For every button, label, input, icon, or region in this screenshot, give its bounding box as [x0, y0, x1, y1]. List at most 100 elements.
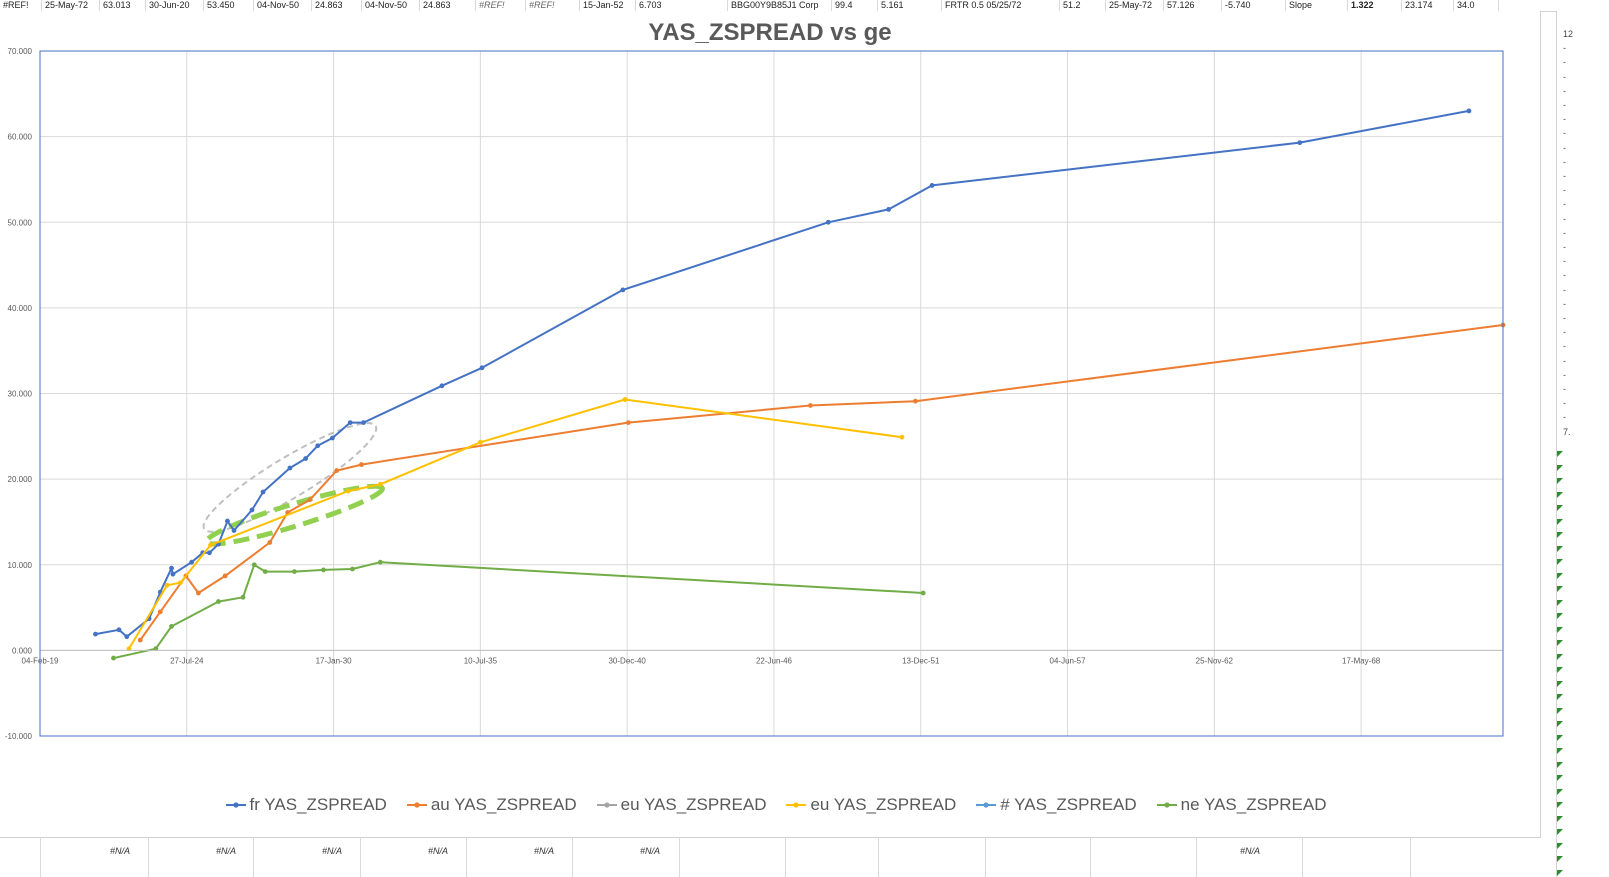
sheet-cell[interactable]: FRTR 0.5 05/25/72: [942, 0, 1060, 11]
sheet-cell[interactable]: Slope: [1286, 0, 1348, 11]
data-point[interactable]: [231, 528, 237, 533]
sheet-cell[interactable]: 04-Nov-50: [362, 0, 420, 11]
data-point[interactable]: [477, 439, 483, 445]
sheet-cell[interactable]: 30-Jun-20: [146, 0, 204, 11]
data-point[interactable]: [262, 569, 268, 574]
sheet-cell[interactable]: 04-Nov-50: [254, 0, 312, 11]
data-point[interactable]: [137, 637, 143, 643]
data-point[interactable]: [479, 365, 485, 371]
sheet-cell[interactable]: 23.174: [1402, 0, 1454, 11]
data-point[interactable]: [260, 489, 266, 495]
data-point[interactable]: [808, 403, 813, 408]
data-point[interactable]: [625, 420, 631, 426]
data-point[interactable]: [267, 540, 273, 545]
data-point[interactable]: [1466, 108, 1472, 114]
legend-item[interactable]: eu YAS_ZSPREAD: [595, 795, 766, 815]
data-point[interactable]: [111, 655, 116, 661]
data-point[interactable]: [116, 627, 122, 633]
data-point[interactable]: [345, 488, 351, 494]
data-point[interactable]: [208, 542, 213, 548]
sheet-cell[interactable]: 34.0: [1454, 0, 1499, 11]
data-point[interactable]: [439, 383, 445, 389]
data-point[interactable]: [377, 481, 383, 487]
legend-label: fr YAS_ZSPREAD: [249, 795, 387, 814]
series-line[interactable]: [139, 324, 1504, 641]
data-point[interactable]: [1297, 140, 1303, 146]
series-line[interactable]: [128, 398, 903, 650]
data-point[interactable]: [315, 443, 321, 449]
sheet-cell[interactable]: -5.740: [1222, 0, 1286, 11]
sheet-cell[interactable]: 5.161: [878, 0, 942, 11]
sheet-cell[interactable]: 24.863: [420, 0, 476, 11]
legend-item[interactable]: eu YAS_ZSPREAD: [784, 795, 956, 815]
sheet-cell[interactable]: 25-May-72: [42, 0, 100, 11]
sheet-cell[interactable]: 1.322: [1348, 0, 1402, 11]
sheet-cell[interactable]: 63.013: [100, 0, 146, 11]
sheet-cell[interactable]: 99.4: [832, 0, 878, 11]
data-point[interactable]: [303, 456, 309, 461]
data-point[interactable]: [157, 609, 163, 615]
series-line[interactable]: [113, 561, 924, 660]
sheet-cell[interactable]: 15-Jan-52: [580, 0, 636, 11]
sheet-cell[interactable]: 25-May-72: [1106, 0, 1164, 11]
data-point[interactable]: [307, 497, 313, 503]
data-point[interactable]: [169, 565, 174, 571]
data-point[interactable]: [359, 462, 364, 467]
data-point[interactable]: [164, 582, 170, 588]
sheet-cell[interactable]: #REF!: [0, 0, 42, 11]
data-point[interactable]: [287, 465, 293, 471]
data-point[interactable]: [920, 590, 926, 596]
sheet-cell[interactable]: 24.863: [312, 0, 362, 11]
sheet-cell[interactable]: 53.450: [204, 0, 254, 11]
data-point[interactable]: [361, 420, 366, 426]
data-point[interactable]: [195, 590, 201, 596]
data-point[interactable]: [170, 571, 176, 577]
legend-label: au YAS_ZSPREAD: [430, 795, 577, 814]
data-point[interactable]: [929, 183, 935, 188]
series-line[interactable]: [95, 109, 1470, 638]
sheet-cell[interactable]: #REF!: [526, 0, 580, 11]
data-point[interactable]: [334, 468, 340, 473]
data-point[interactable]: [249, 507, 255, 513]
legend-item[interactable]: ne YAS_ZSPREAD: [1155, 795, 1327, 815]
data-point[interactable]: [886, 207, 892, 212]
data-point[interactable]: [377, 559, 383, 565]
data-point[interactable]: [240, 594, 246, 600]
data-point[interactable]: [912, 398, 918, 404]
error-flag-icon: [1557, 532, 1563, 538]
sheet-cell[interactable]: BBG00Y9B85J1 Corp: [728, 0, 832, 11]
sheet-cell-value: 7.: [1563, 426, 1571, 437]
legend-item[interactable]: # YAS_ZSPREAD: [974, 795, 1137, 815]
sheet-cell[interactable]: 57.126: [1164, 0, 1222, 11]
data-point[interactable]: [321, 567, 326, 573]
data-point[interactable]: [207, 550, 212, 556]
data-point[interactable]: [225, 518, 230, 524]
data-point[interactable]: [620, 287, 626, 293]
data-point[interactable]: [169, 624, 174, 629]
chart-container[interactable]: 70.000 60.000 50.000 40.000 30.000 20.000 10.0…: [0, 11, 1541, 838]
data-point[interactable]: [216, 599, 221, 604]
data-point[interactable]: [189, 559, 195, 565]
data-point[interactable]: [178, 580, 183, 586]
x-tick-label: 10-Jul-35: [464, 656, 498, 665]
data-point[interactable]: [899, 434, 905, 440]
sheet-cell[interactable]: #REF!: [476, 0, 526, 11]
data-point[interactable]: [153, 646, 159, 652]
data-point[interactable]: [825, 219, 831, 225]
data-point[interactable]: [350, 566, 355, 572]
sheet-cell[interactable]: 6.703: [636, 0, 728, 11]
sheet-gridline: [679, 838, 680, 877]
data-point[interactable]: [126, 646, 132, 652]
data-point[interactable]: [251, 562, 257, 568]
y-tick-label: 50.000: [8, 218, 33, 227]
legend-item[interactable]: au YAS_ZSPREAD: [405, 795, 577, 815]
data-point[interactable]: [93, 631, 98, 637]
data-point[interactable]: [622, 397, 628, 402]
legend-item[interactable]: fr YAS_ZSPREAD: [224, 795, 387, 815]
data-point[interactable]: [291, 569, 297, 574]
data-point[interactable]: [330, 435, 335, 441]
data-point[interactable]: [222, 573, 228, 579]
data-point[interactable]: [347, 420, 353, 426]
sheet-cell[interactable]: 51.2: [1060, 0, 1106, 11]
data-point[interactable]: [124, 634, 130, 640]
